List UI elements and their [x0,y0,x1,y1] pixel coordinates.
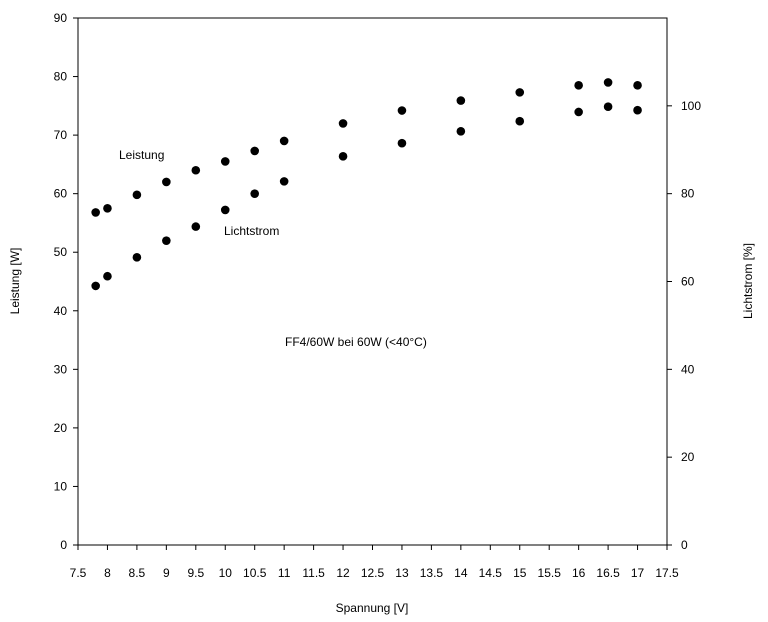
leistung-point [279,136,289,146]
y-tick-label: 50 [54,245,68,259]
x-tick-label: 8 [104,566,111,580]
leistung-point [132,190,142,200]
lichtstrom-point [633,105,642,115]
x-tick-label: 9 [163,566,170,580]
leistung-point [633,81,642,90]
y2-tick-label: 60 [681,275,695,289]
x-tick-label: 16 [572,566,586,580]
x-tick-label: 13.5 [420,566,444,580]
y2-tick-label: 100 [681,99,701,113]
x-tick-label: 17.5 [655,566,679,580]
leistung-point [603,78,613,87]
lichtstrom-point [603,102,613,112]
x-tick-label: 7.5 [70,566,87,580]
plot-area [77,17,668,546]
x-axis-title: Spannung [V] [336,601,409,615]
lichtstrom-point [250,189,259,198]
lichtstrom-point [397,138,407,148]
y-tick-label: 30 [54,362,68,376]
y-tick-label: 20 [54,421,68,435]
leistung-point [103,204,112,213]
y-tick-label: 80 [54,70,68,84]
x-axis: 7.5 8 8.5 9 9.5 10 10.5 11 11.5 12 12.5 13 13.5 14 14.… [70,545,679,580]
lichtstrom-point [338,152,348,161]
lichtstrom-point [574,107,583,117]
leistung-point [250,146,259,156]
x-tick-label: 16.5 [596,566,620,580]
x-tick-label: 9.5 [187,566,204,580]
y2-tick-label: 80 [681,187,695,201]
y2-tick-label: 20 [681,450,695,464]
y-axis-right-title: Lichtstrom [%] [741,243,755,319]
x-tick-label: 13 [395,566,409,580]
x-tick-label: 12.5 [361,566,385,580]
lichtstrom-point [279,177,289,186]
x-tick-label: 14.5 [479,566,503,580]
y-axis-left-title: Leistung [W] [8,248,22,315]
leistung-point [515,88,525,97]
lichtstrom-point [162,236,171,245]
leistung-point [191,165,201,175]
annotation-lichtstrom: Lichtstrom [224,224,279,238]
y-tick-label: 70 [54,128,68,142]
lichtstrom-point [103,271,112,281]
lichtstrom-point [132,253,142,262]
x-tick-label: 15 [513,566,527,580]
leistung-point [397,106,407,115]
y-tick-label: 40 [54,304,68,318]
x-tick-label: 12 [336,566,350,580]
leistung-point [456,96,466,105]
x-tick-label: 11.5 [302,566,325,580]
y2-tick-label: 40 [681,362,695,376]
leistung-point [574,81,583,90]
lichtstrom-point [515,116,525,126]
x-tick-label: 10.5 [243,566,267,580]
lichtstrom-point [456,127,466,136]
x-tick-label: 8.5 [129,566,146,580]
data-points [91,78,642,291]
annotation-leistung: Leistung [119,148,164,162]
leistung-point [91,208,100,217]
x-tick-label: 10 [219,566,233,580]
x-tick-label: 11 [278,566,291,580]
y2-tick-label: 0 [681,538,688,552]
x-tick-label: 17 [631,566,645,580]
lichtstrom-point [91,281,100,291]
y-tick-label: 60 [54,187,68,201]
lichtstrom-point [191,222,201,231]
lichtstrom-point [220,205,230,215]
y-axis-right: 0 20 40 60 80 100 [667,99,701,552]
y-tick-label: 0 [60,538,67,552]
leistung-point [338,119,348,128]
y-tick-label: 10 [54,479,68,493]
leistung-point [220,157,230,166]
x-tick-label: 14 [454,566,468,580]
annotation-note: FF4/60W bei 60W (<40°C) [285,335,427,349]
x-tick-label: 15.5 [538,566,562,580]
y-axis-left: 0 10 20 30 40 50 60 70 80 90 [54,11,78,552]
leistung-point [162,177,171,187]
y-tick-label: 90 [54,11,68,25]
